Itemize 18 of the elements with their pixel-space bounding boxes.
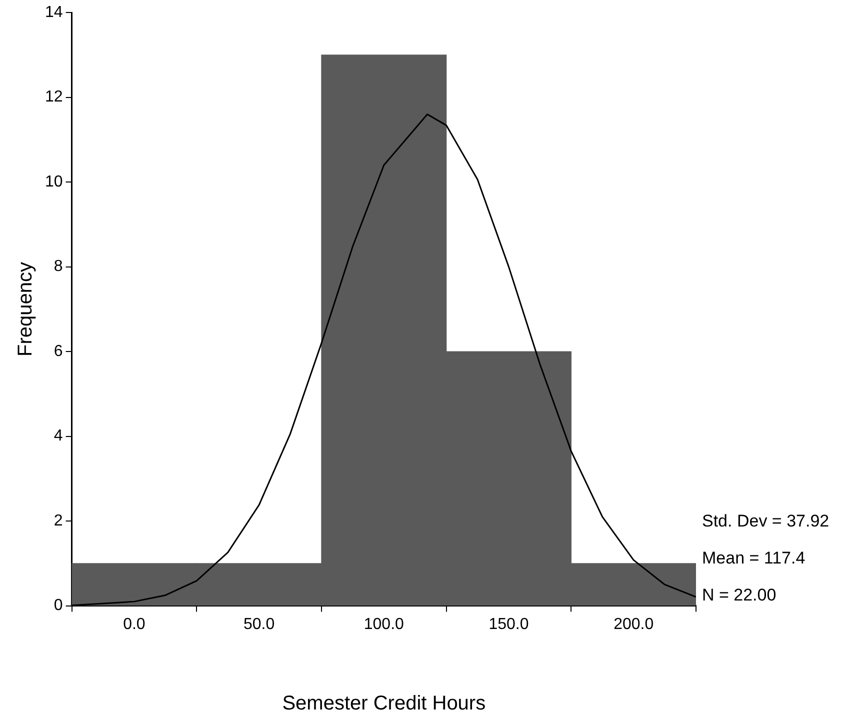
x-tick-label: 0.0 [123,616,146,633]
x-tick-label: 100.0 [364,616,404,633]
text: N = 22.00 [702,585,776,604]
text: Std. Dev = 37.92 [702,511,830,530]
y-axis-title: Frequency [14,262,37,356]
text: Mean = 117.4 [702,548,806,568]
y-tick-label: 12 [45,88,63,106]
x-tick-label: 200.0 [614,616,654,633]
y-tick-label: 4 [54,428,63,445]
y-tick-label: 6 [54,342,63,360]
x-tick-label: 50.0 [243,616,275,633]
y-tick-label: 2 [54,512,63,530]
x-tick-label: 150.0 [488,616,529,633]
x-axis-title: Semester Credit Hours [282,692,486,715]
y-tick-label: 14 [45,4,63,22]
y-tick-label: 10 [45,173,63,190]
y-tick-label: 8 [54,258,63,276]
y-tick-label: 0 [54,597,63,614]
